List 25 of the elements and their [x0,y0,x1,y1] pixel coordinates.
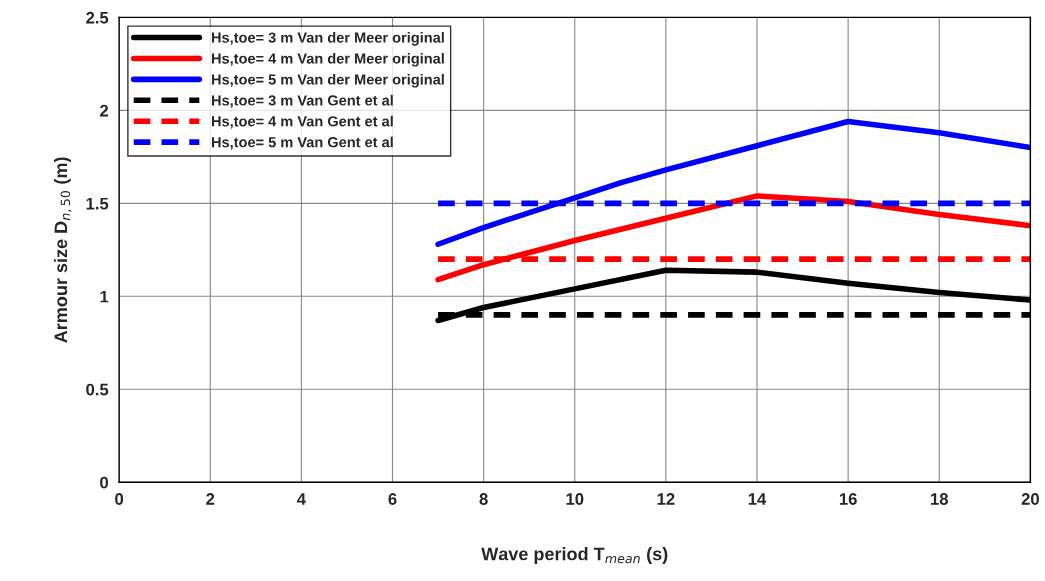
legend-label: Hs,toe= 5 m Van Gent et al [211,136,393,150]
x-tick-label: 0 [115,493,124,505]
legend-label: Hs,toe= 5 m Van der Meer original [211,73,444,88]
x-axis-title: Wave period T$_{mean}$ (s) [481,547,668,564]
y-tick-label: 0.5 [86,383,109,396]
x-tick-label: 10 [566,493,584,505]
x-tick-label: 14 [748,493,767,505]
x-tick-label: 8 [479,493,488,505]
y-tick-label: 2.5 [86,11,109,24]
x-tick-label: 6 [388,493,397,505]
x-tick-label: 18 [931,493,948,505]
x-tick-label: 16 [839,493,857,505]
y-tick-label: 1 [100,290,109,303]
x-tick-label: 2 [206,493,215,505]
y-axis-title: Armour size D$_{n,50}$ (m) [53,157,72,343]
y-tick-label: 1.5 [86,197,109,210]
y-tick-label: 2 [100,104,109,117]
legend-label: Hs,toe= 3 m Van der Meer original [211,32,444,46]
y-tick-label: 0 [100,476,109,489]
x-tick-label: 4 [297,493,306,505]
legend-label: Hs,toe= 3 m Van Gent et al [211,94,393,108]
x-tick-label: 20 [1021,493,1039,505]
legend-label: Hs,toe= 4 m Van Gent et al [211,115,393,129]
x-tick-label: 12 [657,493,675,505]
legend-label: Hs,toe= 4 m Van der Meer original [211,52,444,67]
